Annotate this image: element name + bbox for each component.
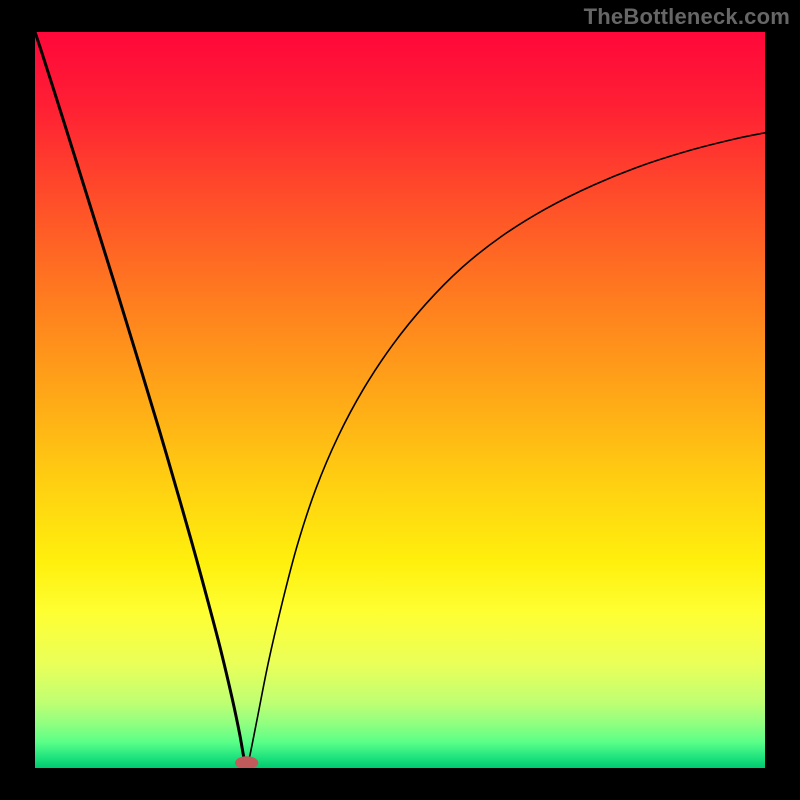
watermark-text: TheBottleneck.com [584,4,790,30]
plot-area [35,32,765,768]
plot-background [35,32,765,768]
plot-svg [35,32,765,768]
chart-root: TheBottleneck.com [0,0,800,800]
